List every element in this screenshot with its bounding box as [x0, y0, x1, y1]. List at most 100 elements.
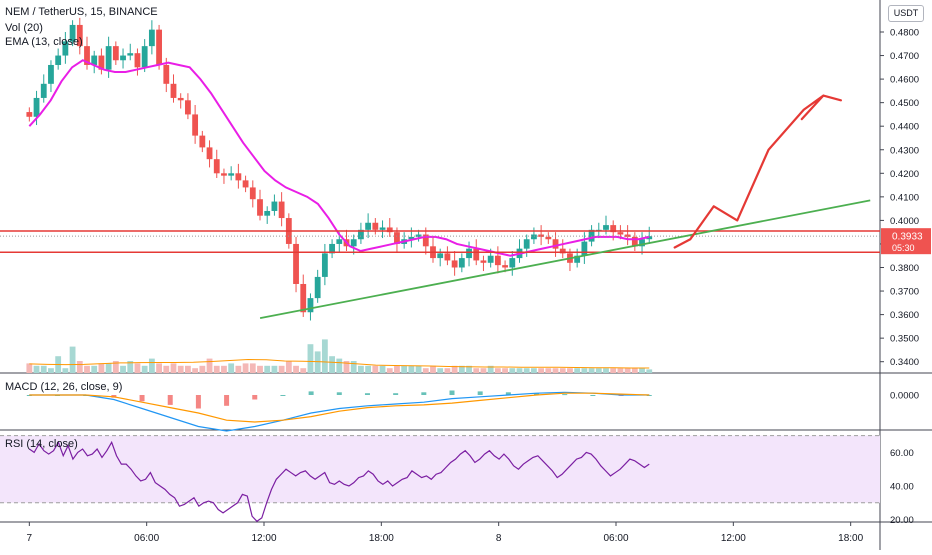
- macd-histogram-bar: [139, 395, 145, 402]
- macd-histogram-bar: [308, 391, 314, 395]
- volume-bar: [595, 368, 602, 373]
- volume-bar: [394, 365, 400, 373]
- candle-body: [466, 248, 472, 259]
- volume-bar: [336, 358, 343, 373]
- candle-body: [177, 97, 184, 101]
- price-tick-label: 0.4200: [890, 169, 919, 180]
- candle-body: [408, 236, 415, 240]
- candle-body: [523, 239, 530, 249]
- candle-body: [76, 24, 83, 47]
- price-tick-label: 0.4100: [890, 192, 919, 203]
- volume-bar: [631, 368, 638, 373]
- rsi-tick-label: 20.00: [890, 515, 914, 526]
- volume-bar: [192, 368, 199, 373]
- volume-bar: [206, 358, 213, 373]
- volume-bar: [523, 368, 530, 373]
- candle-body: [26, 112, 33, 117]
- macd-line: [29, 391, 650, 432]
- candle-body: [574, 255, 581, 263]
- candle-body: [365, 222, 372, 230]
- candle-body: [581, 241, 588, 256]
- candle-body: [156, 29, 162, 65]
- candle-body: [545, 236, 552, 240]
- volume-bar: [646, 369, 653, 373]
- volume-bar: [40, 365, 47, 373]
- candle-body: [271, 201, 278, 211]
- macd-histogram-bar: [505, 392, 511, 395]
- volume-bar: [624, 368, 631, 373]
- volume-bar: [531, 368, 537, 373]
- volume-bar: [545, 368, 552, 373]
- candle-body: [120, 55, 126, 61]
- candle-body: [206, 147, 213, 160]
- candle-body: [358, 229, 364, 240]
- macd-histogram-bar: [534, 393, 540, 395]
- candle-body: [112, 46, 119, 61]
- candle-body: [228, 173, 235, 176]
- volume-bar: [321, 339, 328, 373]
- macd-histogram-bar: [562, 394, 568, 396]
- macd-histogram-bar: [393, 393, 399, 395]
- price-tick-label: 0.4400: [890, 122, 919, 133]
- rsi-tick-label: 40.00: [890, 482, 914, 493]
- volume-bar: [581, 368, 588, 373]
- volume-bar: [76, 361, 83, 373]
- candle-body: [98, 55, 105, 70]
- candle-body: [293, 243, 299, 284]
- volume-bar: [516, 368, 523, 373]
- volume-bar: [307, 344, 314, 373]
- candle-body: [631, 236, 638, 247]
- candle-body: [372, 222, 379, 230]
- volume-bar: [372, 365, 379, 373]
- candle-body: [415, 234, 422, 237]
- candle-body: [84, 46, 90, 65]
- volume-bar: [458, 365, 465, 373]
- trendline[interactable]: [259, 199, 871, 320]
- rsi-band: [0, 435, 880, 503]
- volume-bar: [235, 365, 242, 373]
- last-price-value: 0.3933: [892, 232, 923, 243]
- bar-countdown: 05:30: [892, 243, 915, 253]
- macd-histogram-bar: [477, 391, 483, 395]
- volume-bar: [422, 368, 429, 373]
- macd-signal-line: [29, 392, 650, 423]
- macd-histogram-bar: [280, 395, 286, 396]
- volume-bar: [559, 368, 566, 373]
- volume-bar: [379, 365, 386, 373]
- price-tick-label: 0.4700: [890, 51, 919, 62]
- volume-bar: [639, 368, 645, 373]
- candle-body: [134, 53, 141, 68]
- currency-unit-badge[interactable]: USDT: [888, 5, 924, 22]
- candle-body: [192, 114, 199, 136]
- volume-ma-line: [29, 359, 650, 369]
- volume-bar: [213, 365, 220, 373]
- volume-bar: [177, 365, 184, 373]
- candle-body: [264, 210, 271, 216]
- time-tick-label: 12:00: [721, 533, 746, 544]
- volume-bar: [314, 351, 321, 373]
- candle-body: [559, 248, 566, 254]
- price-tick-label: 0.4500: [890, 98, 919, 109]
- candle-body: [379, 227, 386, 230]
- candle-body: [538, 234, 545, 237]
- price-tick-label: 0.3700: [890, 287, 919, 298]
- candle-body: [473, 248, 480, 261]
- volume-bar: [120, 365, 126, 373]
- candle-body: [170, 83, 177, 98]
- volume-bar: [430, 365, 436, 373]
- projection-arrow[interactable]: [673, 94, 842, 249]
- volume-bar: [264, 365, 271, 373]
- price-tick-label: 0.4300: [890, 145, 919, 156]
- candle-body: [163, 64, 170, 84]
- price-tick-label: 0.3800: [890, 263, 919, 274]
- candle-body: [314, 276, 321, 299]
- macd-histogram-bar: [364, 393, 370, 395]
- volume-bar: [415, 365, 422, 373]
- volume-bar: [603, 368, 609, 373]
- volume-bar: [386, 368, 393, 373]
- candle-body: [199, 135, 206, 148]
- macd-histogram-bar: [224, 395, 230, 406]
- candle-body: [603, 225, 609, 230]
